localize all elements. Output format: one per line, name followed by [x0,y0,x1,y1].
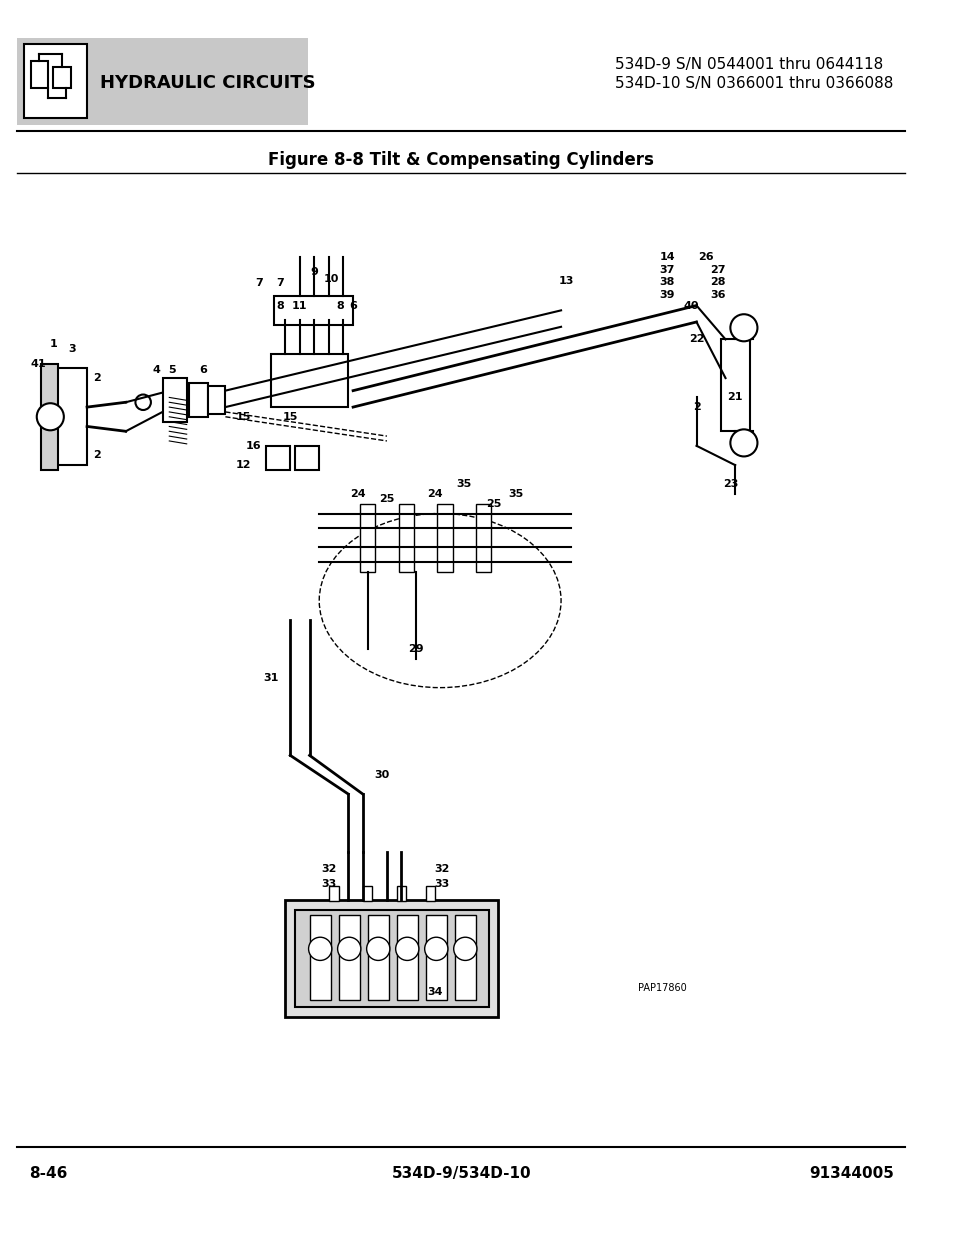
Text: 25: 25 [379,494,395,504]
Text: 2: 2 [92,373,100,383]
Text: 30: 30 [375,769,390,779]
Text: 32: 32 [321,864,336,874]
Bar [396,885,406,902]
Text: 23: 23 [722,479,738,489]
Bar [396,915,417,1000]
Bar [17,37,307,125]
Text: 39: 39 [659,290,675,300]
Text: HYDRAULIC CIRCUITS: HYDRAULIC CIRCUITS [99,74,314,93]
Text: 534D-10 S/N 0366001 thru 0366088: 534D-10 S/N 0366001 thru 0366088 [615,77,893,91]
Bar [425,915,446,1000]
Text: 13: 13 [558,277,573,287]
Circle shape [730,314,757,341]
Bar [367,915,389,1000]
Text: 36: 36 [709,290,725,300]
Bar [208,385,225,414]
Text: 12: 12 [235,461,252,471]
Text: 534D-9/534D-10: 534D-9/534D-10 [392,1166,531,1181]
Text: 8: 8 [336,300,344,310]
Circle shape [424,937,447,961]
Text: 26: 26 [698,252,713,262]
Text: 38: 38 [659,278,675,288]
Circle shape [37,404,64,430]
Bar [294,446,319,471]
Bar [162,378,187,421]
Circle shape [308,937,332,961]
Text: 22: 22 [688,335,703,345]
Bar [720,340,749,431]
Text: 40: 40 [683,300,699,310]
Text: 6: 6 [349,300,356,310]
Bar [24,44,87,117]
Text: 91344005: 91344005 [808,1166,893,1181]
Text: 4: 4 [152,366,160,375]
Text: 29: 29 [408,643,423,655]
Bar [455,915,476,1000]
Text: Figure 8-8 Tilt & Compensating Cylinders: Figure 8-8 Tilt & Compensating Cylinders [268,151,654,169]
Bar [285,900,497,1016]
Text: PAP17860: PAP17860 [638,983,686,993]
Text: 21: 21 [727,393,742,403]
Text: 534D-9 S/N 0544001 thru 0644118: 534D-9 S/N 0544001 thru 0644118 [615,57,882,72]
Bar [476,504,491,572]
Text: 15: 15 [235,411,252,422]
Bar [30,61,49,88]
Circle shape [366,937,390,961]
Text: 37: 37 [659,264,675,274]
Text: 28: 28 [709,278,725,288]
Text: 7: 7 [255,278,263,288]
Bar [41,363,58,471]
Text: 1: 1 [50,340,57,350]
Text: 15: 15 [282,411,297,422]
Circle shape [454,937,476,961]
Bar [735,330,752,340]
Text: 27: 27 [709,264,725,274]
Circle shape [135,394,151,410]
Bar [309,915,331,1000]
Text: 14: 14 [659,252,675,262]
Bar [271,354,348,408]
Text: 24: 24 [427,489,442,499]
Text: 11: 11 [292,300,307,310]
Text: 34: 34 [427,987,442,998]
Text: 35: 35 [507,489,522,499]
Text: 35: 35 [456,479,472,489]
Text: 2: 2 [692,403,700,412]
Text: 2: 2 [92,451,100,461]
Bar [359,504,375,572]
Text: 8-46: 8-46 [29,1166,68,1181]
Text: 3: 3 [69,345,76,354]
Bar [362,885,372,902]
Text: 6: 6 [199,366,207,375]
Text: 25: 25 [485,499,500,509]
Bar [329,885,338,902]
Text: 7: 7 [276,278,284,288]
Text: 32: 32 [434,864,449,874]
Bar [425,885,435,902]
Text: 5: 5 [168,366,175,375]
Bar [56,368,87,466]
Text: 24: 24 [350,489,365,499]
Text: 41: 41 [30,358,47,368]
Bar [274,296,353,325]
Text: 16: 16 [245,441,261,451]
Bar [294,910,488,1007]
Text: 33: 33 [434,879,449,889]
Text: 33: 33 [321,879,336,889]
Bar [338,915,359,1000]
Text: 10: 10 [324,274,339,284]
Bar [398,504,414,572]
Text: 9: 9 [310,267,318,277]
Bar [266,446,290,471]
Bar [735,431,752,441]
Text: 31: 31 [263,673,278,683]
Text: 8: 8 [276,300,284,310]
Circle shape [395,937,418,961]
Bar [436,504,453,572]
Bar [53,67,71,88]
Bar [189,383,208,416]
Circle shape [730,430,757,457]
Circle shape [337,937,360,961]
